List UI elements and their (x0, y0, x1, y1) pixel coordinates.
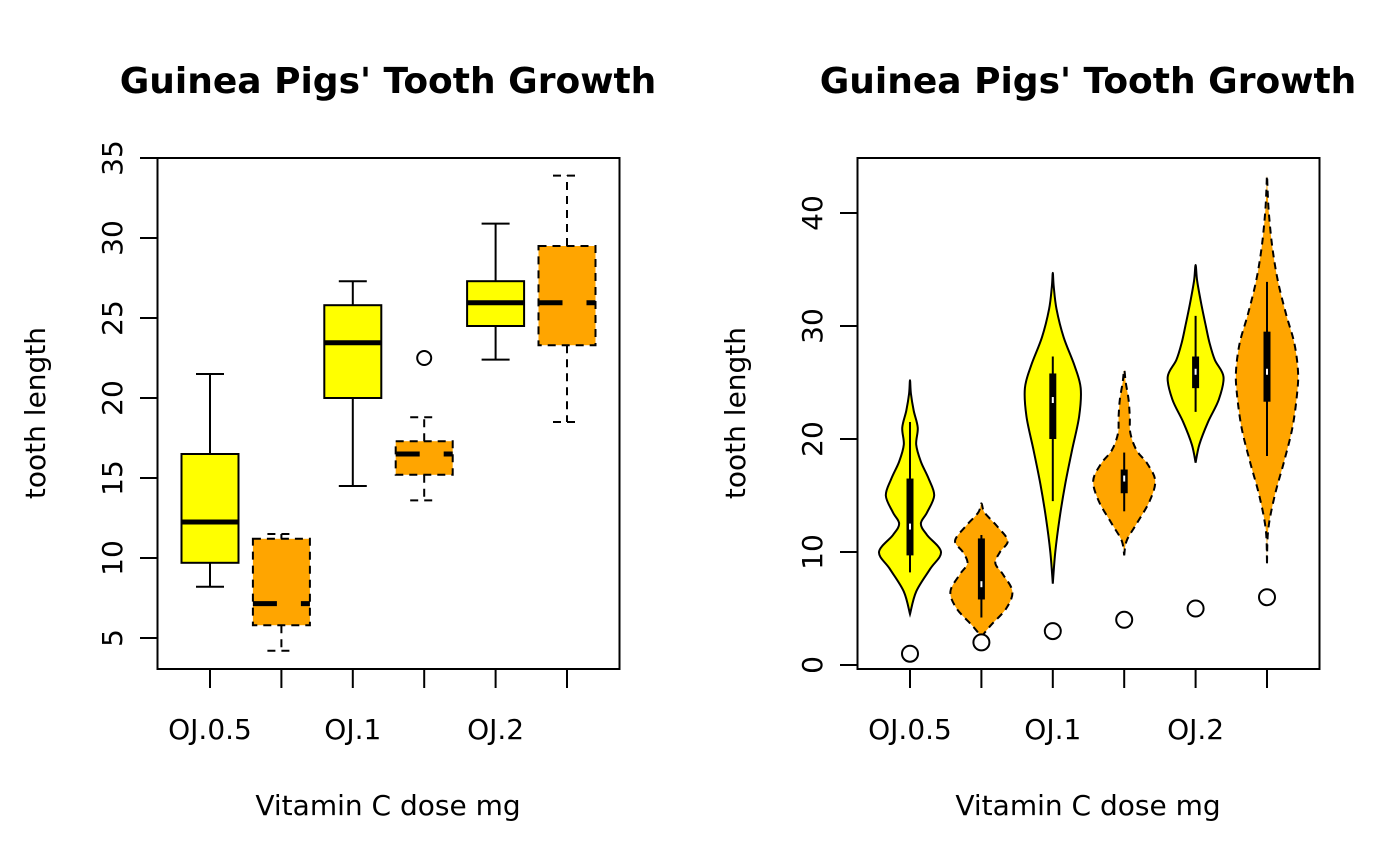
y-tick-label: 30 (796, 308, 829, 344)
violin-marks (878, 174, 1300, 663)
data-point (901, 644, 919, 663)
y-tick-label: 40 (796, 195, 829, 231)
boxplot-x-axis: OJ.0.5 OJ.1 OJ.2 (168, 669, 568, 746)
violin-median-marker (1123, 475, 1126, 482)
box-body (323, 304, 383, 400)
violin-oj-2 (1166, 263, 1225, 463)
violin-y-axis-label: tooth length (719, 327, 752, 499)
y-tick-label: 0 (796, 656, 829, 674)
violin-median-marker (1266, 368, 1268, 375)
x-tick-label: OJ.0.5 (868, 713, 952, 746)
violin-vc-1 (1092, 369, 1157, 556)
box-oj-1 (323, 280, 383, 487)
data-point (1258, 588, 1276, 607)
x-tick-label: OJ.2 (467, 713, 524, 746)
violin-y-axis: 0 10 20 30 40 (796, 195, 859, 674)
x-tick-label: OJ.2 (1167, 713, 1224, 746)
y-tick-label: 10 (796, 534, 829, 570)
boxplot-x-axis-label: Vitamin C dose mg (255, 789, 520, 822)
data-point (1115, 610, 1134, 629)
violin-iqr-box (1049, 373, 1057, 439)
violin-panel: Guinea Pigs' Tooth Growth Vitamin C dose… (719, 61, 1356, 822)
boxplot-y-axis-label: tooth length (19, 327, 52, 499)
violin-x-axis: OJ.0.5 OJ.1 OJ.2 (868, 669, 1268, 746)
violin-iqr-box (1263, 331, 1271, 402)
data-point (1043, 622, 1062, 641)
violin-median-marker (980, 581, 983, 588)
violin-vc-0-5 (949, 502, 1014, 639)
box-vc-2 (537, 174, 597, 423)
boxplot-plot-frame (156, 157, 621, 670)
box-oj-0-5 (180, 373, 240, 588)
y-tick-label: 10 (96, 540, 129, 576)
violin-iqr-box (906, 478, 914, 556)
y-tick-label: 20 (796, 421, 829, 457)
violin-iqr-box (977, 538, 985, 600)
boxplot-y-axis: 5 10 15 20 25 30 35 (96, 140, 159, 647)
y-tick-label: 30 (96, 220, 129, 256)
box-body (180, 453, 240, 564)
data-point (1186, 599, 1205, 618)
violin-title: Guinea Pigs' Tooth Growth (820, 61, 1357, 102)
box-body (394, 440, 454, 476)
outlier-point (416, 350, 433, 366)
violin-vc-2 (1234, 174, 1300, 564)
y-tick-label: 35 (96, 140, 129, 176)
x-tick-label: OJ.1 (324, 713, 381, 746)
box-vc-1 (394, 350, 454, 502)
violin-x-axis-label: Vitamin C dose mg (955, 789, 1220, 822)
violin-oj-1 (1023, 271, 1082, 584)
x-tick-label: OJ.0.5 (168, 713, 252, 746)
y-tick-label: 25 (96, 300, 129, 336)
boxplot-panel: Guinea Pigs' Tooth Growth Vitamin C dose… (19, 61, 656, 822)
boxplot-title: Guinea Pigs' Tooth Growth (120, 61, 657, 102)
box-vc-0-5 (251, 533, 311, 652)
box-body (537, 245, 597, 347)
violin-median-marker (909, 523, 911, 530)
box-oj-2 (466, 222, 526, 361)
violin-oj-0-5 (878, 379, 942, 618)
y-tick-label: 5 (96, 629, 129, 647)
x-tick-label: OJ.1 (1024, 713, 1081, 746)
box-body (251, 537, 311, 627)
boxplot-marks (180, 174, 597, 652)
violin-median-marker (1194, 368, 1197, 375)
violin-median-marker (1051, 397, 1054, 404)
y-tick-label: 20 (96, 380, 129, 416)
data-point (972, 633, 991, 652)
y-tick-label: 15 (96, 460, 129, 496)
